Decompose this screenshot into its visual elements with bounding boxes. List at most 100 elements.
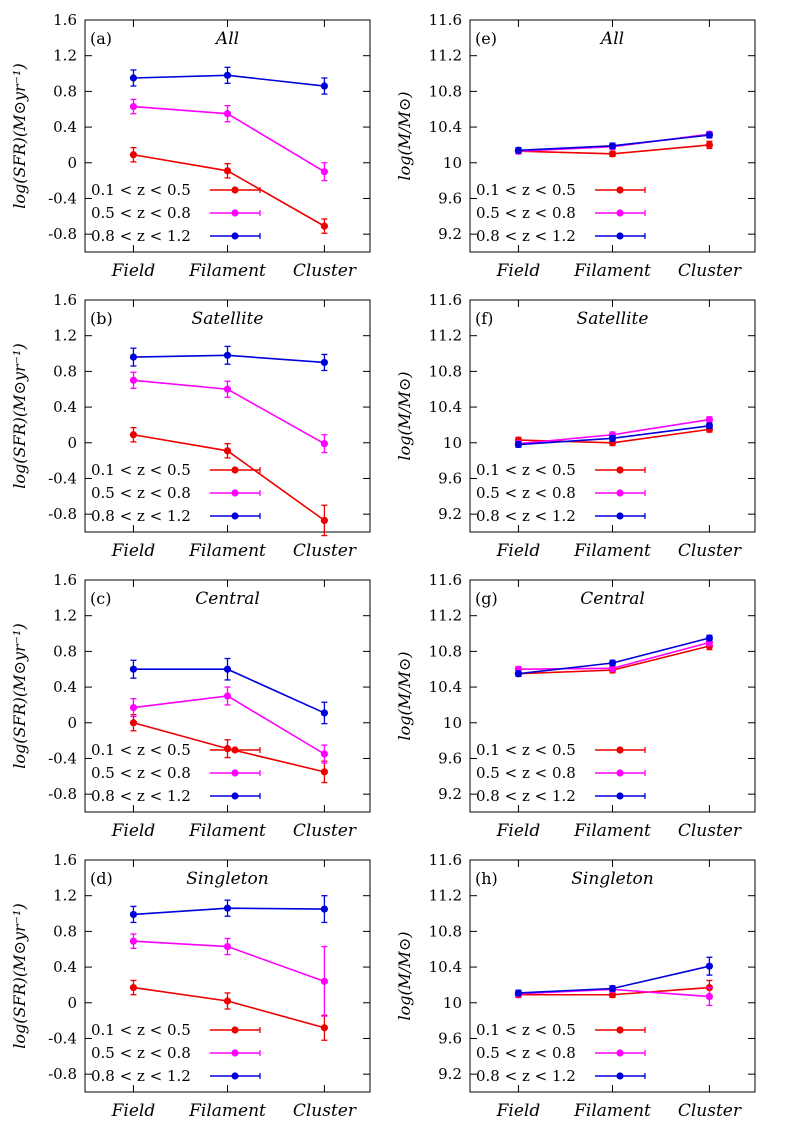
x-category-label: Field	[111, 541, 156, 561]
data-point	[705, 962, 714, 970]
legend-entry-label: 0.5 < z < 0.8	[91, 484, 191, 502]
panel-title: All	[214, 29, 239, 49]
panel-c: 1.6 1.2 0.8 0.4 0 -0.4 -0.8 Field Filament Cluste…	[10, 571, 371, 841]
panel-label: (g)	[475, 589, 498, 608]
x-category-label: Field	[111, 1101, 156, 1121]
legend-entry-label: 0.1 < z < 0.5	[91, 181, 191, 199]
data-point	[514, 146, 523, 154]
panel-label: (c)	[90, 589, 111, 608]
y-tick-label: 9.6	[438, 749, 462, 767]
y-tick-label: 0.4	[53, 678, 77, 696]
x-category-label: Filament	[188, 541, 266, 561]
x-category-label: Cluster	[678, 1101, 742, 1121]
data-point	[514, 670, 523, 678]
panel-title: Satellite	[192, 309, 264, 329]
data-point	[129, 151, 138, 159]
legend-entry-label: 0.8 < z < 1.2	[91, 787, 191, 805]
legend-swatch-point	[616, 746, 624, 754]
x-category-label: Cluster	[678, 541, 742, 561]
data-point	[223, 110, 232, 118]
legend-entry-label: 0.5 < z < 0.8	[476, 204, 576, 222]
data-point	[320, 768, 328, 776]
legend-swatch-point	[616, 512, 624, 520]
y-tick-label: 9.6	[438, 1029, 462, 1047]
legend-entry-label: 0.1 < z < 0.5	[476, 1021, 576, 1039]
y-tick-label: 10	[443, 434, 462, 452]
legend-swatch-point	[231, 232, 239, 240]
legend-swatch-point	[231, 209, 239, 217]
legend-swatch-point	[231, 489, 239, 497]
y-tick-label: 10.8	[429, 362, 462, 380]
legend-entry-label: 0.1 < z < 0.5	[476, 181, 576, 199]
y-tick-label: 10.8	[429, 642, 462, 660]
legend-swatch-point	[231, 769, 239, 777]
legend-entry-label: 0.1 < z < 0.5	[91, 461, 191, 479]
y-tick-label: 9.2	[438, 1065, 462, 1083]
data-point	[129, 353, 138, 361]
data-point	[129, 665, 138, 673]
legend-entry-label: 0.5 < z < 0.8	[91, 204, 191, 222]
data-point	[129, 704, 138, 712]
panel-title: Satellite	[577, 309, 649, 329]
y-tick-label: 11.6	[429, 291, 462, 309]
y-tick-label: -0.4	[48, 189, 77, 207]
data-point	[705, 141, 714, 149]
y-axis-label: log(M/M⊙)	[395, 651, 414, 740]
x-category-label: Field	[496, 261, 541, 281]
legend-entry-label: 0.8 < z < 1.2	[476, 787, 576, 805]
y-tick-label: 1.6	[53, 291, 77, 309]
data-point	[320, 1024, 328, 1032]
data-point	[608, 142, 617, 150]
data-point	[320, 977, 328, 985]
x-category-label: Filament	[188, 1101, 266, 1121]
legend-swatch-point	[616, 1049, 624, 1057]
y-tick-label: 11.2	[429, 607, 462, 625]
x-category-label: Cluster	[293, 541, 357, 561]
y-tick-label: 10	[443, 154, 462, 172]
data-point	[320, 516, 328, 525]
data-point	[223, 71, 232, 79]
data-point	[223, 351, 232, 359]
data-point	[223, 942, 232, 951]
legend-entry-label: 0.1 < z < 0.5	[476, 741, 576, 759]
legend-entry-label: 0.8 < z < 1.2	[91, 227, 191, 245]
data-point	[129, 937, 138, 945]
y-tick-label: 11.6	[429, 571, 462, 589]
legend-entry-label: 0.8 < z < 1.2	[476, 507, 576, 525]
panel-title: All	[599, 29, 624, 49]
data-point	[514, 989, 523, 997]
panel-d: 1.6 1.2 0.8 0.4 0 -0.4 -0.8 Field Filament Cluste…	[10, 851, 371, 1121]
legend-swatch-point	[616, 792, 624, 800]
y-tick-label: 0.8	[53, 922, 77, 940]
legend-swatch-point	[231, 512, 239, 520]
data-point	[223, 167, 232, 175]
y-tick-label: 10.8	[429, 82, 462, 100]
y-axis-label: log(SFR)(M⊙yr⁻¹)	[10, 623, 29, 768]
y-tick-label: 11.6	[429, 851, 462, 869]
legend-swatch-point	[231, 746, 239, 754]
y-tick-label: 0.4	[53, 398, 77, 416]
data-point	[129, 376, 138, 384]
data-point	[514, 440, 523, 449]
data-point	[608, 659, 617, 667]
y-tick-label: 11.2	[429, 887, 462, 905]
data-point	[705, 422, 714, 430]
data-point	[608, 984, 617, 993]
y-tick-label: 10.4	[429, 678, 462, 696]
data-point	[705, 131, 714, 139]
data-point	[705, 992, 714, 1001]
legend-entry-label: 0.1 < z < 0.5	[91, 1021, 191, 1039]
data-point	[129, 74, 138, 82]
y-tick-label: -0.4	[48, 469, 77, 487]
y-tick-label: -0.8	[48, 785, 77, 803]
y-tick-label: 10.4	[429, 958, 462, 976]
panel-b: 1.6 1.2 0.8 0.4 0 -0.4 -0.8 Field Filament Cluste…	[10, 291, 371, 561]
x-category-label: Filament	[573, 1101, 651, 1121]
y-tick-label: 10	[443, 994, 462, 1012]
x-category-label: Field	[111, 261, 156, 281]
legend-swatch-point	[616, 489, 624, 497]
panel-h: 11.6 11.2 10.8 10.4 10 9.6 9.2 Field Filament Clu…	[395, 851, 756, 1121]
y-tick-label: 9.2	[438, 505, 462, 523]
data-point	[223, 385, 232, 393]
